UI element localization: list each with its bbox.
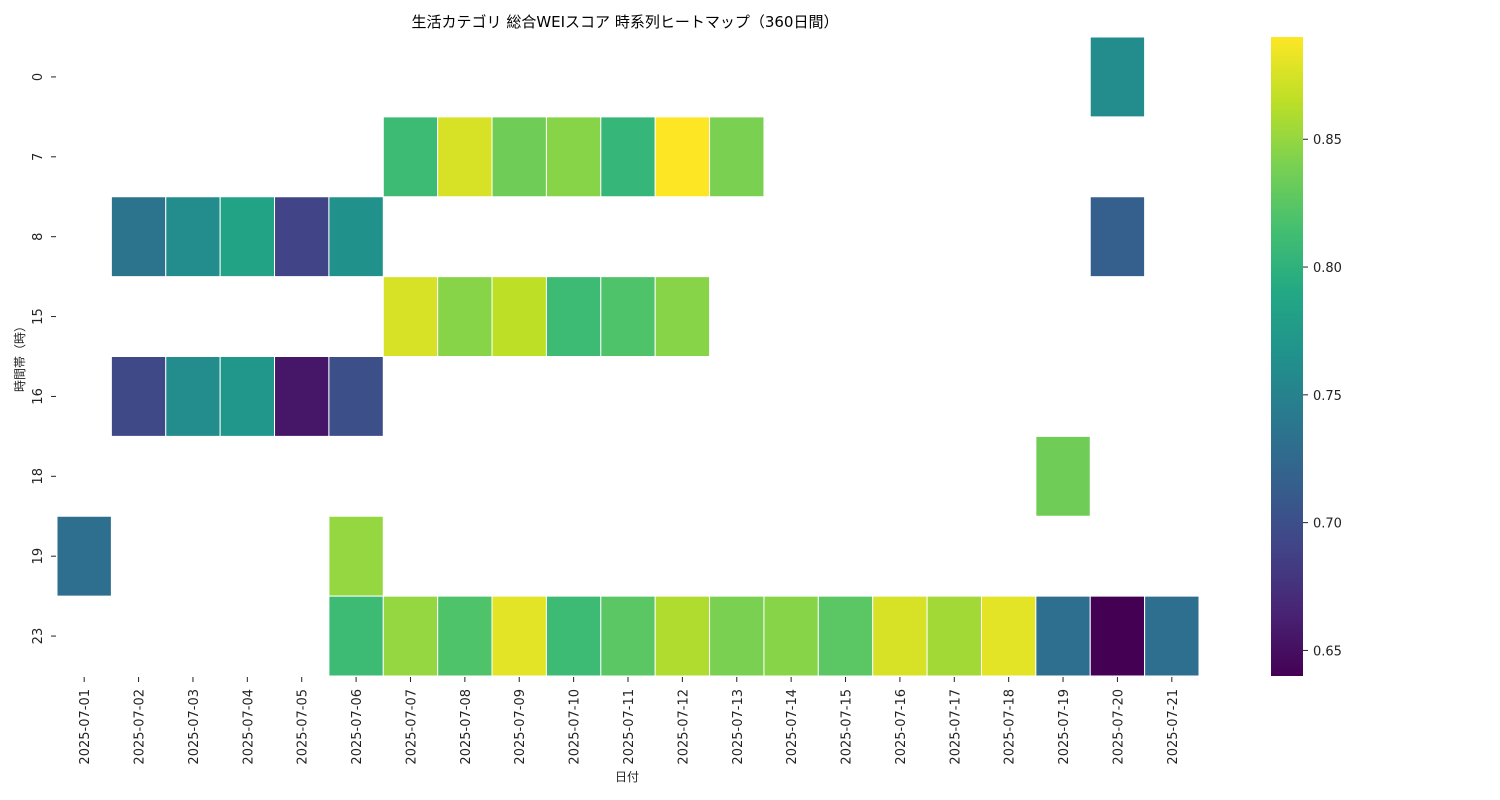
x-tick-label: 2025-07-05 bbox=[296, 689, 311, 765]
heatmap-cell bbox=[926, 595, 982, 677]
y-tick-label: 16 bbox=[31, 388, 46, 405]
heatmap-cell bbox=[545, 595, 602, 677]
y-tick-label: 8 bbox=[31, 233, 46, 241]
heatmap-cell bbox=[709, 116, 765, 198]
x-tick-label: 2025-07-21 bbox=[1166, 689, 1181, 765]
colorbar-ticks: 0.65 0.70 0.75 0.80 0.85 bbox=[1303, 133, 1342, 659]
heatmap-cell bbox=[437, 276, 493, 357]
heatmap-cell bbox=[654, 595, 711, 677]
heatmap-cell bbox=[654, 116, 711, 198]
heatmap-cell bbox=[1089, 196, 1146, 278]
x-tick-label: 2025-07-14 bbox=[785, 689, 800, 765]
heatmap-cell bbox=[56, 515, 112, 597]
y-axis-label: 時間帯（時） bbox=[13, 320, 27, 392]
heatmap-cell bbox=[545, 276, 602, 357]
colorbar-tick-label: 0.80 bbox=[1313, 261, 1342, 276]
x-tick-label: 2025-07-07 bbox=[404, 689, 419, 765]
x-tick-label: 2025-07-04 bbox=[241, 689, 256, 765]
x-tick-label: 2025-07-11 bbox=[622, 689, 637, 765]
heatmap-cell bbox=[110, 356, 167, 437]
heatmap-cell bbox=[817, 595, 874, 677]
heatmap-cell bbox=[382, 595, 439, 677]
heatmap-cell bbox=[709, 595, 765, 677]
x-tick-label: 2025-07-02 bbox=[133, 689, 148, 765]
heatmap-cell bbox=[1089, 595, 1146, 677]
chart-title: 生活カテゴリ 総合WEIスコア 時系列ヒートマップ（360日間） bbox=[412, 13, 839, 31]
heatmap-cell bbox=[110, 196, 167, 278]
heatmap-cell bbox=[1035, 595, 1091, 677]
x-tick-label: 2025-07-09 bbox=[513, 689, 528, 765]
y-tick-label: 7 bbox=[31, 153, 46, 161]
heatmap-cell bbox=[1089, 36, 1146, 118]
y-tick-label: 19 bbox=[31, 548, 46, 565]
colorbar-tick-label: 0.85 bbox=[1313, 133, 1342, 148]
heatmap-cell bbox=[491, 116, 547, 198]
x-tick-label: 2025-07-10 bbox=[568, 689, 583, 765]
heatmap-cell bbox=[600, 595, 656, 677]
x-tick-label: 2025-07-12 bbox=[676, 689, 691, 765]
x-axis-label: 日付 bbox=[615, 770, 639, 784]
x-tick-label: 2025-07-17 bbox=[948, 689, 963, 765]
heatmap-cell bbox=[328, 356, 384, 437]
heatmap-cell bbox=[382, 116, 439, 198]
heatmap-cell bbox=[1035, 435, 1091, 517]
heatmap-cell bbox=[165, 196, 221, 278]
heatmap-cell bbox=[328, 196, 384, 278]
colorbar-tick-label: 0.65 bbox=[1313, 644, 1342, 659]
heatmap-cell bbox=[219, 196, 276, 278]
heatmap-cell bbox=[491, 595, 547, 677]
heatmap-cell bbox=[437, 116, 493, 198]
heatmap-cell bbox=[219, 356, 276, 437]
heatmap-cell bbox=[1144, 595, 1200, 677]
y-tick-label: 18 bbox=[31, 468, 46, 485]
heatmap-cell bbox=[872, 595, 928, 677]
x-tick-label: 2025-07-01 bbox=[78, 689, 93, 765]
x-tick-label: 2025-07-06 bbox=[350, 689, 365, 765]
x-tick-label: 2025-07-19 bbox=[1057, 689, 1072, 765]
x-tick-label: 2025-07-18 bbox=[1003, 689, 1018, 765]
heatmap-cell bbox=[980, 595, 1037, 677]
heatmap-cell bbox=[328, 595, 384, 677]
heatmap-cell bbox=[600, 276, 656, 357]
colorbar bbox=[1271, 37, 1303, 676]
heatmap-cells bbox=[56, 36, 1200, 677]
x-tick-label: 2025-07-20 bbox=[1111, 689, 1126, 765]
heatmap-cell bbox=[491, 276, 547, 357]
x-tick-label: 2025-07-08 bbox=[459, 689, 474, 765]
heatmap-cell bbox=[763, 595, 819, 677]
x-tick-label: 2025-07-15 bbox=[840, 689, 855, 765]
y-tick-label: 15 bbox=[31, 308, 46, 325]
y-tick-label: 23 bbox=[31, 628, 46, 645]
heatmap-cell bbox=[437, 595, 493, 677]
colorbar-tick-label: 0.75 bbox=[1313, 389, 1342, 404]
heatmap-cell bbox=[165, 356, 221, 437]
heatmap-cell bbox=[545, 116, 602, 198]
heatmap-cell bbox=[600, 116, 656, 198]
x-axis: 2025-07-01 2025-07-02 2025-07-03 2025-07-04… bbox=[78, 677, 1181, 765]
y-tick-label: 0 bbox=[31, 73, 46, 81]
x-tick-label: 2025-07-03 bbox=[187, 689, 202, 765]
heatmap-cell bbox=[382, 276, 439, 357]
x-tick-label: 2025-07-13 bbox=[731, 689, 746, 765]
heatmap-cell bbox=[328, 515, 384, 597]
colorbar-tick-label: 0.70 bbox=[1313, 517, 1342, 532]
heatmap-cell bbox=[274, 196, 330, 278]
y-axis: 0 7 8 15 16 18 19 23 bbox=[31, 73, 56, 645]
heatmap-cell bbox=[654, 276, 711, 357]
x-tick-label: 2025-07-16 bbox=[894, 689, 909, 765]
heatmap-cell bbox=[274, 356, 330, 437]
